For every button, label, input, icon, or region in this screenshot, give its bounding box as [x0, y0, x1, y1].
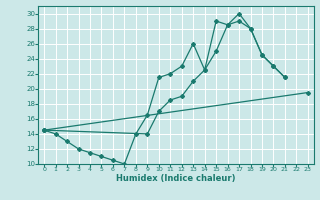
X-axis label: Humidex (Indice chaleur): Humidex (Indice chaleur) [116, 174, 236, 183]
